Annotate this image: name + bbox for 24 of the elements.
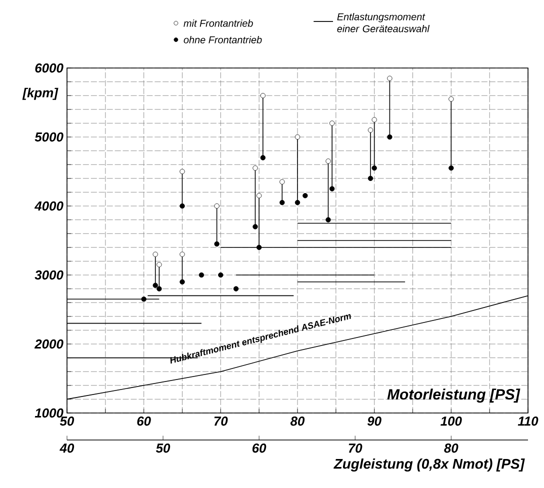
x-tick-label: 50 — [60, 416, 74, 426]
x-tick-label: 80 — [290, 416, 305, 426]
x2-tick-label: 80 — [444, 444, 458, 453]
x2-tick-label: 50 — [156, 444, 170, 453]
y-tick-label: 4000 — [34, 201, 64, 211]
x2-axis-title: Zugleistung (0,8x Nmot) [PS] — [334, 458, 525, 472]
y-tick-label: 6000 — [35, 63, 64, 73]
x-tick-label: 60 — [137, 416, 151, 426]
y-tick-label: 2000 — [34, 339, 64, 349]
y-tick-label: 5000 — [34, 132, 64, 142]
y-tick-label: 1000 — [34, 408, 64, 418]
legend-label: mit Frontantrieb — [184, 19, 253, 27]
x2-tick-label: 40 — [60, 444, 74, 453]
x-tick-label: 70 — [214, 416, 228, 426]
x-tick-label: 110 — [518, 416, 538, 426]
legend-label: Entlastungsmoment einer Geräteauswahl — [337, 12, 430, 32]
y-tick-label: 3000 — [34, 270, 64, 280]
y-axis-title: [kpm] — [22, 88, 58, 100]
x-tick-label: 100 — [440, 416, 462, 426]
legend-label: ohne Frontantrieb — [184, 36, 262, 44]
x2-tick-label: 70 — [348, 444, 362, 453]
x-tick-label: 90 — [367, 416, 382, 426]
x-axis-title: Motorleistung [PS] — [387, 388, 520, 403]
x2-tick-label: 60 — [252, 444, 266, 453]
